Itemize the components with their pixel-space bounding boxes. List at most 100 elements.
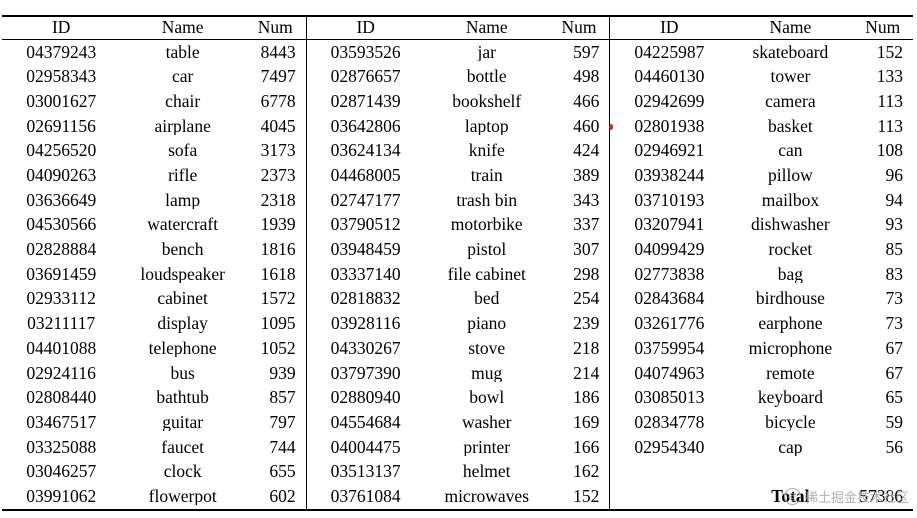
cell-num: 65 [885, 389, 903, 407]
cell-num: 152 [876, 43, 903, 62]
table-row: 04256520 sofa 3173 [2, 139, 306, 164]
header-id: ID [660, 19, 679, 37]
cell-name: microphone [748, 339, 833, 358]
cell-id: 03759954 [634, 339, 705, 358]
cell-id: 02942699 [634, 92, 705, 111]
cell-name: pillow [768, 167, 813, 185]
cell-name: display [157, 315, 208, 333]
cell-id: 03797390 [330, 364, 401, 383]
cell-name: car [171, 68, 194, 86]
table-row: 04530566 watercraft 1939 [2, 213, 306, 238]
cell-id: 02801938 [634, 117, 705, 136]
cell-id: 03761084 [330, 487, 401, 506]
table-row: 03046257 clock 655 [2, 460, 306, 485]
table-row: 03325088 faucet 744 [2, 435, 306, 460]
table-row: 02876657 bottle 498 [307, 65, 610, 90]
table-row: 02747177 trash bin 343 [307, 188, 610, 213]
table-row: 04099429 rocket 85 [610, 238, 913, 263]
cell-id: 03046257 [26, 463, 97, 481]
header-id: ID [356, 19, 375, 37]
cell-num: 67 [885, 364, 903, 383]
cell-id: 02843684 [634, 290, 705, 308]
cell-num: 85 [885, 241, 903, 259]
cell-name: loudspeaker [140, 265, 225, 284]
empty-row [610, 460, 913, 485]
cell-name: bookshelf [452, 92, 522, 111]
cell-num: 460 [573, 117, 600, 136]
table-rows: 03593526 jar 597 02876657 bottle 498 02871439 b… [307, 40, 610, 509]
cell-name: keyboard [757, 389, 823, 407]
table-row: 04379243 table 8443 [2, 40, 306, 65]
cell-name: rocket [768, 241, 813, 259]
cell-name: jar [477, 43, 496, 62]
watermark: @ 稀土掘金技术社区 [783, 487, 909, 506]
table-row: 02801938 basket 113 [610, 114, 913, 139]
cell-num: 59 [885, 413, 903, 432]
table-row: 03467517 guitar 797 [2, 410, 306, 435]
cell-num: 389 [573, 167, 600, 185]
cell-id: 04256520 [26, 142, 97, 160]
cell-name: guitar [162, 413, 204, 432]
cell-name: watercraft [147, 216, 219, 234]
cell-id: 03938244 [634, 167, 705, 185]
cell-num: 1572 [260, 290, 296, 308]
cell-id: 03593526 [330, 43, 401, 62]
table-rows: 04225987 skateboard 152 04460130 tower 133 029… [610, 40, 913, 460]
cell-num: 797 [269, 413, 296, 432]
cell-num: 166 [573, 438, 600, 457]
cell-name: cabinet [157, 290, 208, 308]
cell-num: 337 [573, 216, 600, 234]
table-row: 04468005 train 389 [307, 163, 610, 188]
table-header-row: ID Name Num [2, 17, 306, 40]
cell-name: stove [468, 339, 506, 358]
table-row: 03207941 dishwasher 93 [610, 213, 913, 238]
cell-num: 1816 [260, 241, 296, 259]
cell-id: 03691459 [26, 265, 97, 284]
cell-name: bottle [466, 68, 507, 86]
cell-name: cap [778, 438, 803, 457]
cell-name: mailbox [761, 191, 820, 210]
cell-num: 1939 [260, 216, 296, 234]
cell-num: 597 [573, 43, 600, 62]
cell-name: telephone [148, 339, 217, 358]
table-row: 02954340 cap 56 [610, 435, 913, 460]
table-row: 03085013 keyboard 65 [610, 386, 913, 411]
cell-name: dishwasher [751, 216, 830, 234]
cell-id: 04379243 [26, 43, 97, 62]
table-row: 02880940 bowl 186 [307, 386, 610, 411]
cell-id: 03211117 [27, 315, 96, 333]
cell-num: 498 [573, 68, 600, 86]
table-row: 04460130 tower 133 [610, 65, 913, 90]
table-row: 03337140 file cabinet 298 [307, 262, 610, 287]
cell-name: rifle [168, 167, 198, 185]
table-row: 04330267 stove 218 [307, 336, 610, 361]
total-value: 57386 [859, 487, 903, 506]
table-rows: 04379243 table 8443 02958343 car 7497 03001627… [2, 40, 306, 509]
cell-num: 939 [269, 364, 296, 383]
cell-num: 602 [269, 487, 296, 506]
red-annotation-dot [609, 124, 613, 130]
header-num: Num [865, 19, 901, 37]
cell-name: bed [474, 290, 500, 308]
cell-id: 03948459 [330, 241, 401, 259]
cell-name: bathtub [156, 389, 209, 407]
cell-name: skateboard [752, 43, 829, 62]
table-row: 03797390 mug 214 [307, 361, 610, 386]
header-name: Name [465, 19, 508, 37]
cell-num: 218 [573, 339, 600, 358]
table-row: 02958343 car 7497 [2, 65, 306, 90]
cell-id: 03085013 [634, 389, 705, 407]
cell-num: 4045 [260, 117, 296, 136]
cell-id: 03207941 [634, 216, 705, 234]
cell-name: tower [770, 68, 811, 86]
cell-num: 73 [885, 315, 903, 333]
table-row: 04554684 washer 169 [307, 410, 610, 435]
header-num: Num [561, 19, 597, 37]
cell-num: 113 [877, 117, 903, 136]
cell-num: 83 [885, 265, 903, 284]
cell-name: laptop [464, 117, 509, 136]
table-row: 02691156 airplane 4045 [2, 114, 306, 139]
cell-num: 113 [877, 92, 903, 111]
cell-num: 239 [573, 315, 600, 333]
